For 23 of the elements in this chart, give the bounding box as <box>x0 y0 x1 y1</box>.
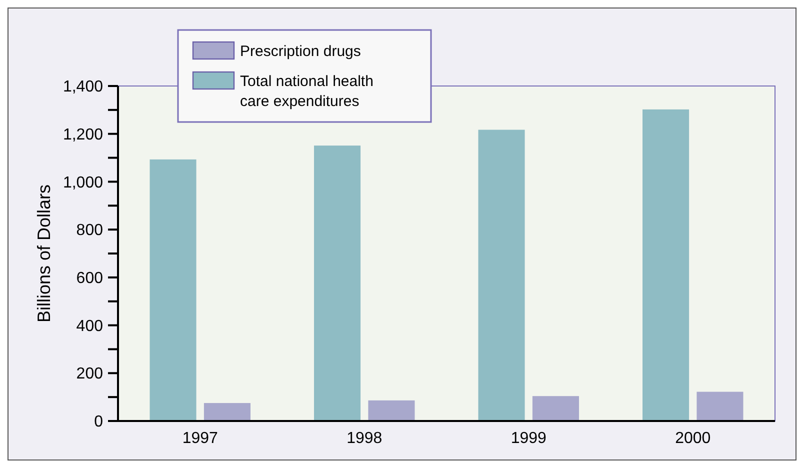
bar <box>478 130 525 422</box>
y-tick-label: 400 <box>76 318 104 335</box>
y-axis-title: Billions of Dollars <box>34 184 54 323</box>
x-tick-label: 1998 <box>346 430 382 447</box>
x-tick-label: 2000 <box>675 430 711 447</box>
y-tick-label: 1,400 <box>62 78 104 96</box>
bar <box>532 396 579 422</box>
bar <box>204 403 250 422</box>
legend-label: Total national health care expenditures <box>240 73 374 110</box>
bar <box>696 392 744 422</box>
y-tick-label: 800 <box>76 222 104 240</box>
x-tick-label: 1999 <box>510 430 547 447</box>
bar <box>642 109 690 422</box>
bar <box>150 159 196 422</box>
y-tick-label: 600 <box>76 270 104 288</box>
y-tick-label: 1,200 <box>62 126 104 144</box>
y-tick-label: 200 <box>76 366 104 383</box>
x-tick-label: 1997 <box>182 430 218 447</box>
bar <box>368 400 415 422</box>
bar <box>314 146 361 422</box>
y-tick-label: 0 <box>94 414 104 431</box>
y-tick-label: 1,000 <box>62 174 104 192</box>
legend-label: Prescription drugs <box>240 43 361 60</box>
